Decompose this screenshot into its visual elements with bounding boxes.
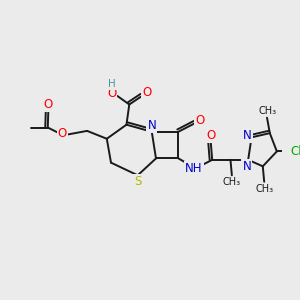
Text: N: N (243, 129, 252, 142)
Text: N: N (242, 160, 251, 172)
Text: O: O (195, 114, 205, 127)
Text: H: H (108, 79, 116, 89)
Text: O: O (58, 128, 67, 140)
Text: O: O (206, 129, 215, 142)
Text: CH₃: CH₃ (256, 184, 274, 194)
Text: S: S (134, 175, 142, 188)
Text: NH: NH (185, 162, 203, 175)
Text: CH₃: CH₃ (223, 177, 241, 187)
Text: O: O (142, 86, 152, 99)
Text: O: O (44, 98, 53, 111)
Text: O: O (107, 87, 116, 100)
Text: Cl: Cl (290, 145, 300, 158)
Text: N: N (147, 119, 156, 132)
Text: CH₃: CH₃ (259, 106, 277, 116)
